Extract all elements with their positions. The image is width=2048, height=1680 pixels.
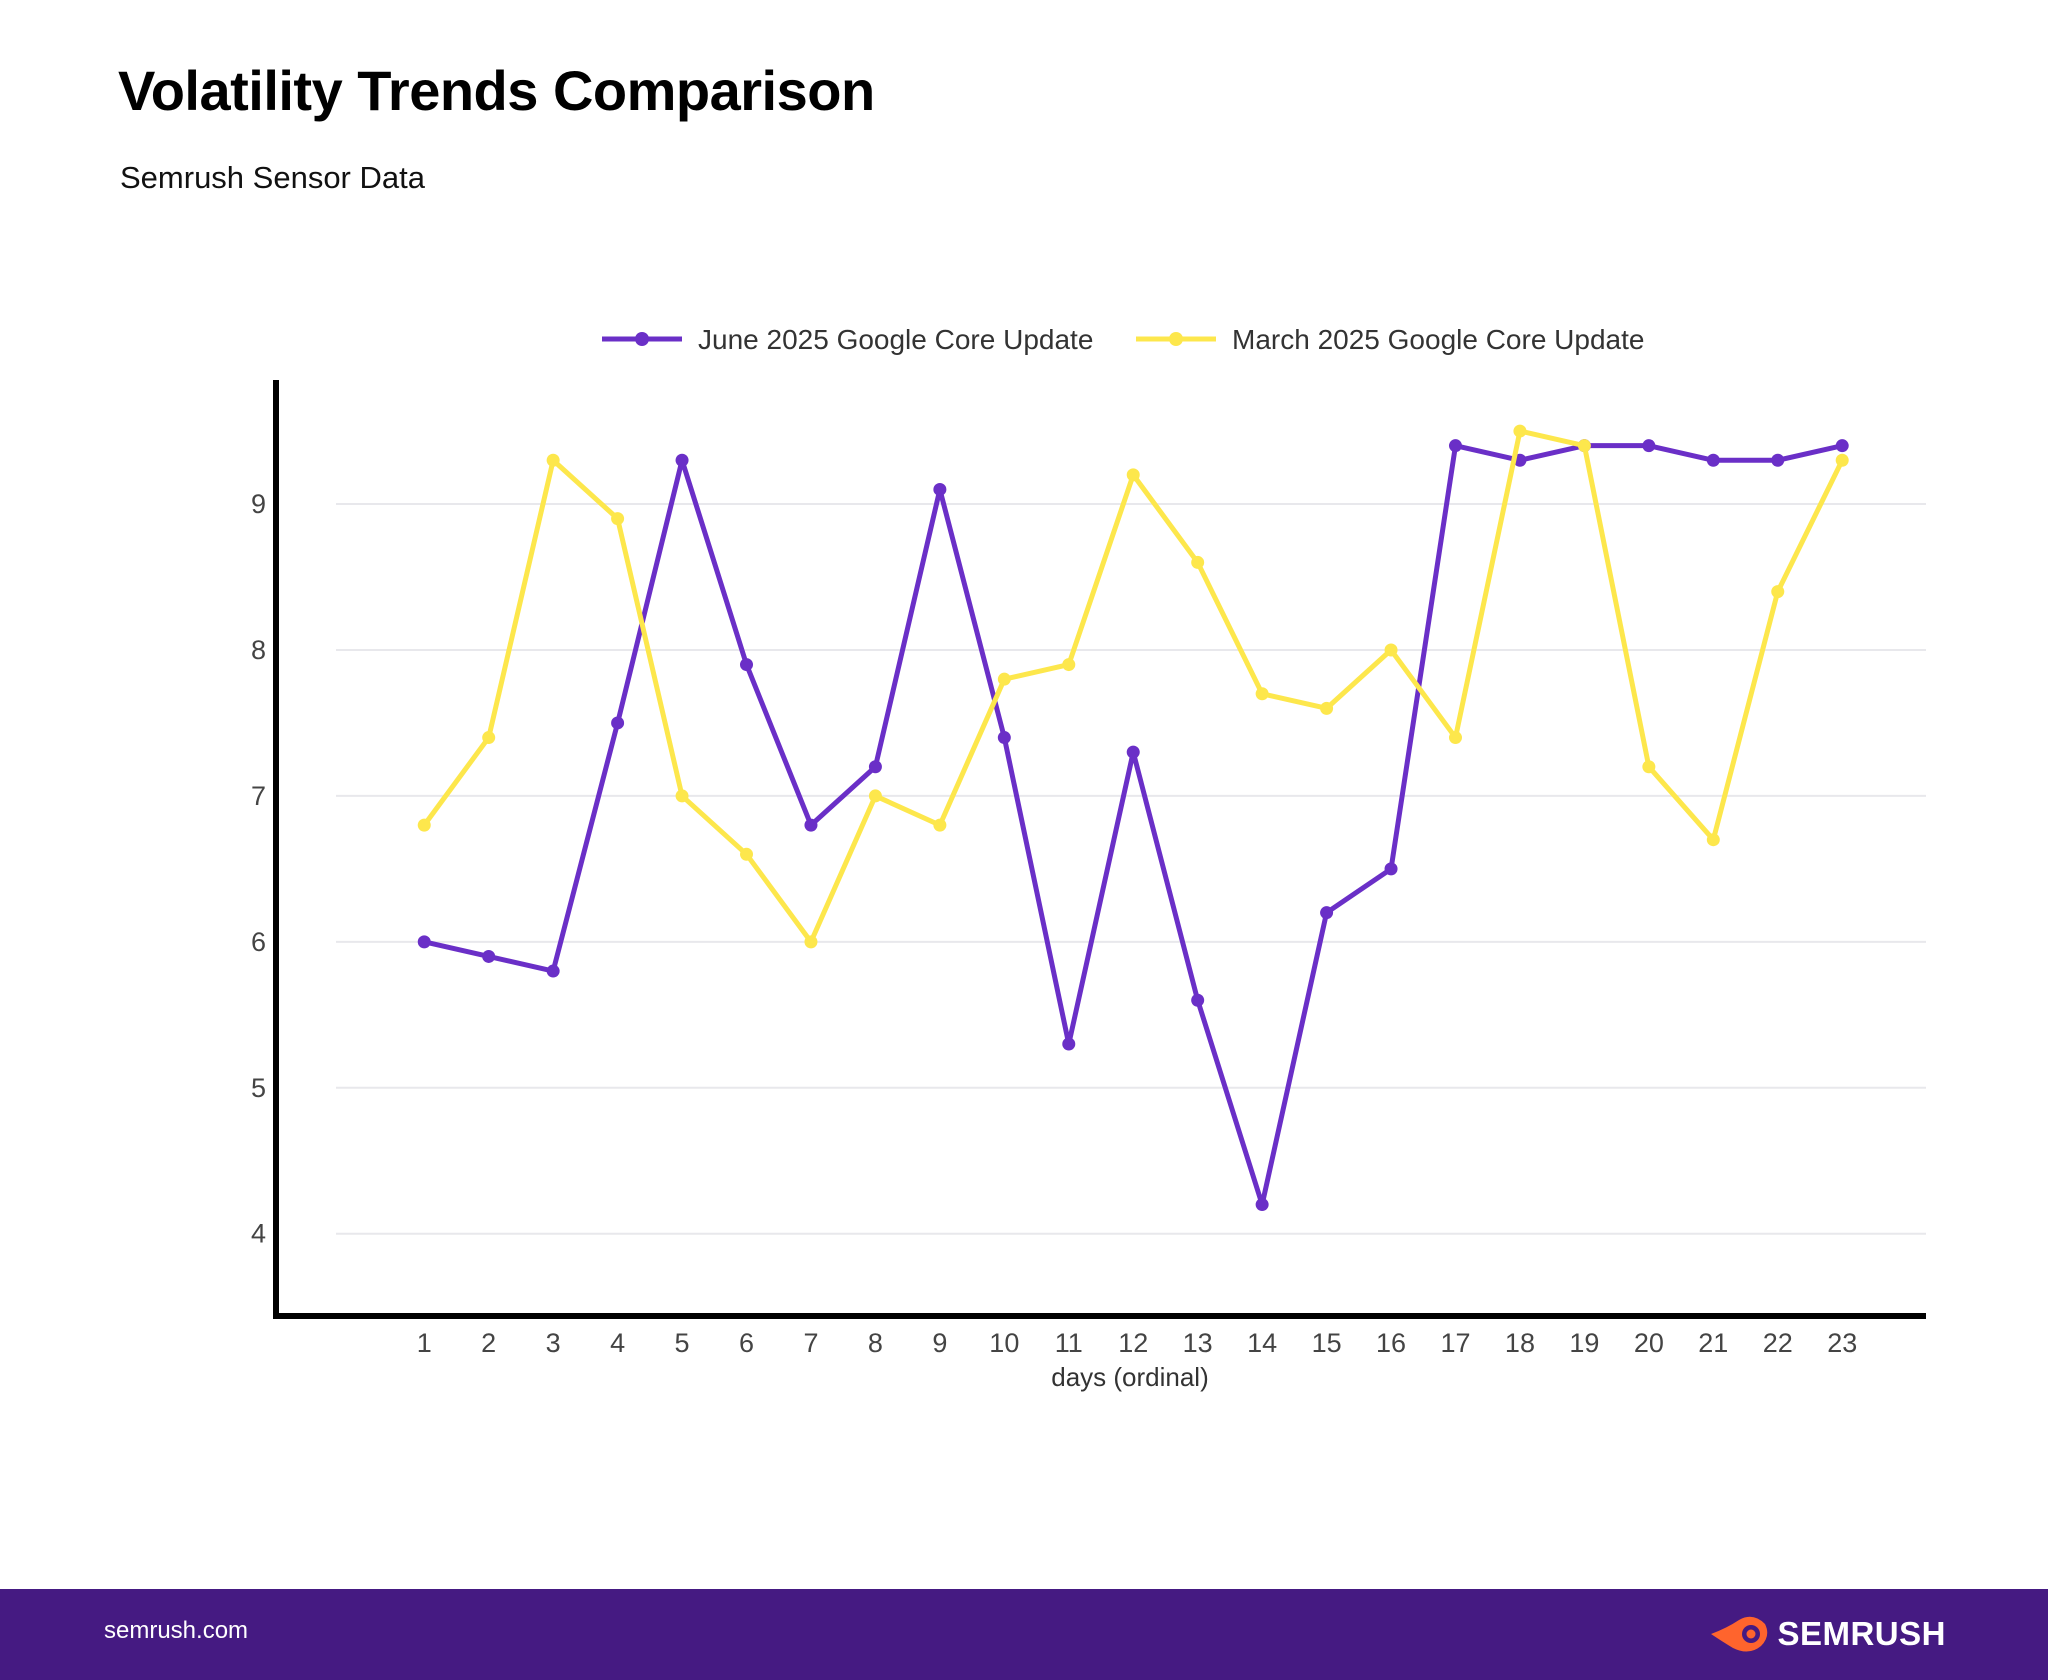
- data-point[interactable]: [1126, 745, 1140, 759]
- axes: [273, 380, 1926, 1319]
- x-tick-label: 8: [868, 1328, 883, 1358]
- x-tick-label: 4: [610, 1328, 625, 1358]
- data-point[interactable]: [1255, 1198, 1269, 1212]
- x-axis-label: days (ordinal): [1051, 1362, 1209, 1392]
- data-point[interactable]: [1062, 658, 1076, 672]
- data-point[interactable]: [933, 482, 947, 496]
- data-point[interactable]: [933, 818, 947, 832]
- legend-item[interactable]: March 2025 Google Core Update: [1136, 324, 1644, 355]
- legend-item[interactable]: June 2025 Google Core Update: [602, 324, 1093, 355]
- data-point[interactable]: [482, 949, 496, 963]
- data-point[interactable]: [1771, 453, 1785, 467]
- data-point[interactable]: [1577, 439, 1591, 453]
- x-tick-label: 18: [1505, 1328, 1535, 1358]
- legend-label: June 2025 Google Core Update: [698, 324, 1093, 355]
- data-point[interactable]: [1448, 731, 1462, 745]
- y-tick-label: 8: [251, 635, 266, 665]
- data-point[interactable]: [1642, 439, 1656, 453]
- data-point[interactable]: [804, 935, 818, 949]
- data-point[interactable]: [1513, 424, 1527, 438]
- y-tick-label: 6: [251, 927, 266, 957]
- data-point[interactable]: [1771, 585, 1785, 599]
- x-tick-label: 14: [1247, 1328, 1277, 1358]
- legend-label: March 2025 Google Core Update: [1232, 324, 1644, 355]
- data-point[interactable]: [1448, 439, 1462, 453]
- data-point[interactable]: [546, 453, 560, 467]
- data-point[interactable]: [1642, 760, 1656, 774]
- series-line: [422, 428, 1845, 945]
- data-point[interactable]: [675, 453, 689, 467]
- chart-title: Volatility Trends Comparison: [118, 59, 875, 122]
- data-point[interactable]: [1835, 439, 1849, 453]
- y-tick-label: 9: [251, 489, 266, 519]
- data-point[interactable]: [997, 672, 1011, 686]
- x-tick-label: 23: [1827, 1328, 1857, 1358]
- x-tick-label: 20: [1634, 1328, 1664, 1358]
- y-tick-label: 4: [251, 1219, 266, 1249]
- x-tick-label: 5: [675, 1328, 690, 1358]
- data-point[interactable]: [1320, 906, 1334, 920]
- data-point[interactable]: [1255, 687, 1269, 701]
- chart-subtitle: Semrush Sensor Data: [120, 160, 425, 195]
- data-point[interactable]: [417, 935, 431, 949]
- x-tick-label: 22: [1763, 1328, 1793, 1358]
- x-tick-label: 12: [1118, 1328, 1148, 1358]
- data-point[interactable]: [611, 716, 625, 730]
- data-point[interactable]: [868, 760, 882, 774]
- x-tick-label: 6: [739, 1328, 754, 1358]
- x-tick-label: 1: [417, 1328, 432, 1358]
- data-point[interactable]: [1126, 468, 1140, 482]
- x-tick-label: 11: [1055, 1328, 1083, 1358]
- series-line: [423, 443, 1843, 1208]
- x-tick-label: 16: [1376, 1328, 1406, 1358]
- data-point[interactable]: [1191, 555, 1205, 569]
- x-tick-label: 19: [1569, 1328, 1599, 1358]
- data-point[interactable]: [1320, 701, 1334, 715]
- footer-url[interactable]: semrush.com: [104, 1617, 249, 1644]
- x-tick-label: 15: [1312, 1328, 1342, 1358]
- data-point[interactable]: [1191, 993, 1205, 1007]
- data-point[interactable]: [546, 964, 560, 978]
- legend-swatch-marker: [635, 332, 649, 346]
- fireball-icon: [1711, 1616, 1768, 1652]
- y-tick-labels: 4 5 6 7 8 9: [251, 489, 266, 1249]
- data-point[interactable]: [1706, 453, 1720, 467]
- data-point[interactable]: [1835, 453, 1849, 467]
- x-tick-label: 10: [989, 1328, 1019, 1358]
- x-tick-label: 3: [546, 1328, 561, 1358]
- data-point[interactable]: [740, 847, 754, 861]
- data-point[interactable]: [675, 789, 689, 803]
- legend-swatch-marker: [1169, 332, 1183, 346]
- data-point[interactable]: [740, 658, 754, 672]
- series-2: [417, 424, 1849, 949]
- legend[interactable]: June 2025 Google Core Update March 2025 G…: [602, 324, 1644, 355]
- data-point[interactable]: [1384, 862, 1398, 876]
- data-point[interactable]: [1384, 643, 1398, 657]
- series-group: [417, 424, 1849, 1212]
- data-point[interactable]: [997, 731, 1011, 745]
- x-tick-label: 2: [481, 1328, 496, 1358]
- x-tick-label: 9: [932, 1328, 947, 1358]
- semrush-logo: SEMRUSH: [1709, 1611, 1946, 1657]
- data-point[interactable]: [1706, 833, 1720, 847]
- gridlines: [336, 503, 1926, 1235]
- brand-name: SEMRUSH: [1777, 1615, 1946, 1652]
- x-tick-label: 7: [803, 1328, 818, 1358]
- x-tick-labels: 1 2 3 4 5 6 7 8 9 10 11 12 13 14 15 16 17 18 19 20 21 22 23: [417, 1328, 1858, 1358]
- footer-bar: semrush.com SEMRUSH: [0, 1589, 2048, 1680]
- series-1: [417, 439, 1849, 1212]
- data-point[interactable]: [611, 512, 625, 526]
- y-tick-label: 7: [251, 781, 266, 811]
- data-point[interactable]: [482, 731, 496, 745]
- x-tick-label: 21: [1698, 1328, 1728, 1358]
- data-point[interactable]: [804, 818, 818, 832]
- x-tick-label: 17: [1440, 1328, 1470, 1358]
- data-point[interactable]: [1062, 1037, 1076, 1051]
- data-point[interactable]: [417, 818, 431, 832]
- x-tick-label: 13: [1183, 1328, 1213, 1358]
- y-tick-label: 5: [251, 1073, 266, 1103]
- data-point[interactable]: [868, 789, 882, 803]
